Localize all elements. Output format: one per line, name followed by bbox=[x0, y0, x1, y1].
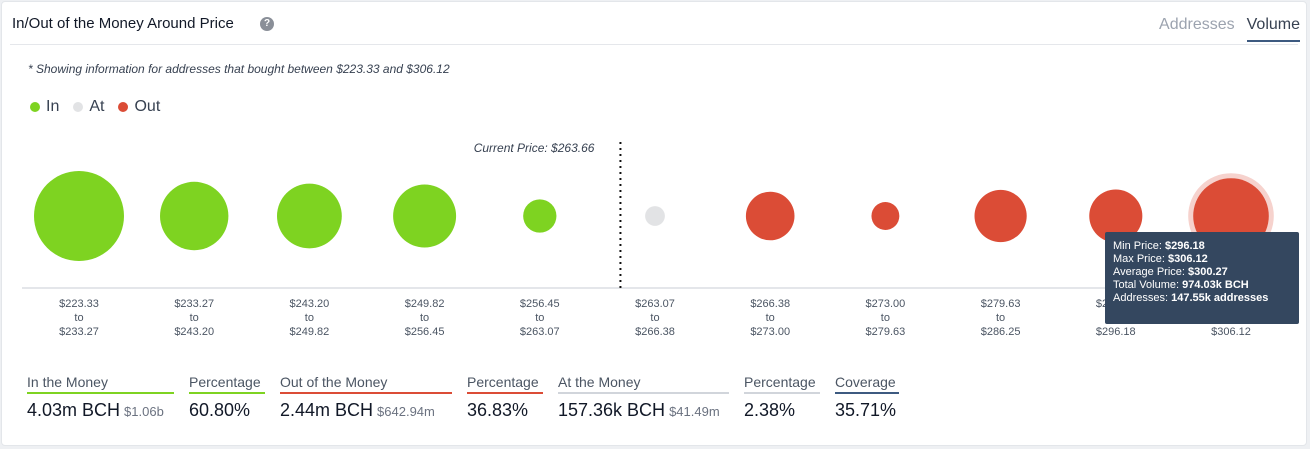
stat-out-of-the-money: Out of the Money 2.44m BCH $642.94m bbox=[280, 374, 452, 421]
tick-label: $273.00 bbox=[750, 326, 790, 338]
legend-dot-in bbox=[30, 102, 40, 112]
tick-label: $233.27 bbox=[174, 298, 214, 310]
bubble-10[interactable] bbox=[1089, 189, 1143, 243]
view-tabs: Addresses Volume bbox=[1159, 16, 1300, 42]
stat-label: Coverage bbox=[835, 374, 896, 390]
tooltip-line-max: Max Price: $306.12 bbox=[1113, 253, 1208, 265]
legend-label-in: In bbox=[46, 98, 60, 115]
tick-label: to bbox=[881, 312, 890, 324]
tick-label: $249.82 bbox=[405, 298, 445, 310]
tick-label: $243.20 bbox=[290, 298, 330, 310]
tick-label: to bbox=[650, 312, 659, 324]
bubble-3[interactable] bbox=[277, 183, 342, 249]
stat-out-percentage: Percentage 36.83% bbox=[467, 374, 543, 421]
stat-coverage: Coverage 35.71% bbox=[835, 374, 899, 421]
stat-underline bbox=[835, 392, 899, 394]
bubble-1[interactable] bbox=[34, 171, 124, 261]
stat-underline bbox=[467, 392, 543, 394]
bubble-4[interactable] bbox=[393, 184, 457, 248]
legend-item-in[interactable]: In bbox=[30, 98, 59, 116]
tick-label: to bbox=[535, 312, 544, 324]
stat-underline bbox=[27, 392, 174, 394]
header-divider bbox=[10, 44, 1298, 45]
tab-volume[interactable]: Volume bbox=[1246, 16, 1300, 42]
tick-label: $263.07 bbox=[520, 326, 560, 338]
stat-value: 60.80% bbox=[189, 400, 251, 420]
stat-label: Out of the Money bbox=[280, 374, 388, 390]
stat-value: 2.44m BCH $642.94m bbox=[280, 400, 435, 420]
current-price-label: Current Price: $263.66 bbox=[474, 141, 595, 155]
stat-value: 2.38% bbox=[744, 400, 796, 420]
legend-label-at: At bbox=[89, 98, 105, 115]
page-title: In/Out of the Money Around Price bbox=[12, 15, 234, 32]
tick-label: to bbox=[190, 312, 199, 324]
legend-item-at[interactable]: At bbox=[73, 98, 104, 116]
tick-label: $286.25 bbox=[981, 326, 1021, 338]
stat-underline bbox=[189, 392, 265, 394]
stat-value: 36.83% bbox=[467, 400, 529, 420]
tick-label: to bbox=[74, 312, 83, 324]
tick-label: $223.33 bbox=[59, 298, 99, 310]
tick-label: $263.07 bbox=[635, 298, 675, 310]
tick-label: to bbox=[996, 312, 1005, 324]
legend-dot-out bbox=[118, 102, 129, 112]
stat-underline bbox=[280, 392, 452, 394]
stat-in-percentage: Percentage 60.80% bbox=[189, 374, 265, 421]
tick-label: $306.12 bbox=[1211, 326, 1251, 338]
tick-label: $279.63 bbox=[981, 298, 1021, 310]
stat-value: 4.03m BCH $1.06b bbox=[27, 400, 164, 420]
stat-in-the-money: In the Money 4.03m BCH $1.06b bbox=[27, 374, 174, 421]
tooltip-line-min: Min Price: $296.18 bbox=[1113, 240, 1205, 252]
bubble-9[interactable] bbox=[974, 189, 1027, 243]
stat-label: Percentage bbox=[744, 374, 816, 390]
tooltip-line-avg: Average Price: $300.27 bbox=[1113, 266, 1228, 278]
tooltip-line-addresses: Addresses: 147.55k addresses bbox=[1113, 292, 1269, 304]
bubble-8[interactable] bbox=[871, 202, 900, 230]
tick-label: $233.27 bbox=[59, 326, 99, 338]
tick-label: to bbox=[305, 312, 314, 324]
tooltip-line-volume: Total Volume: 974.03k BCH bbox=[1113, 279, 1249, 291]
stat-label: Percentage bbox=[467, 374, 539, 390]
tick-label: $243.20 bbox=[174, 326, 214, 338]
help-icon[interactable]: ? bbox=[260, 17, 274, 31]
tooltip: Min Price: $296.18 Max Price: $306.12 Av… bbox=[1105, 232, 1299, 324]
stat-at-percentage: Percentage 2.38% bbox=[744, 374, 820, 421]
tick-label: to bbox=[420, 312, 429, 324]
tick-label: $256.45 bbox=[405, 326, 445, 338]
legend-label-out: Out bbox=[134, 98, 161, 115]
stat-underline bbox=[558, 392, 729, 394]
stat-label: Percentage bbox=[189, 374, 261, 390]
stat-label: At the Money bbox=[558, 374, 641, 390]
bubble-7[interactable] bbox=[745, 191, 795, 241]
bubble-6[interactable] bbox=[645, 206, 665, 226]
tick-label: $296.18 bbox=[1096, 326, 1136, 338]
tick-label: $256.45 bbox=[520, 298, 560, 310]
tick-label: to bbox=[766, 312, 775, 324]
stat-underline bbox=[744, 392, 820, 394]
tick-label: $273.00 bbox=[866, 298, 906, 310]
stat-at-the-money: At the Money 157.36k BCH $41.49m bbox=[558, 374, 729, 421]
tick-label: $266.38 bbox=[750, 298, 790, 310]
tick-label: $279.63 bbox=[866, 326, 906, 338]
tab-addresses[interactable]: Addresses bbox=[1159, 16, 1235, 33]
stat-label: In the Money bbox=[27, 374, 108, 390]
bubble-2[interactable] bbox=[160, 181, 229, 251]
legend: In At Out bbox=[30, 98, 160, 116]
stat-value: 35.71% bbox=[835, 400, 897, 420]
legend-dot-at bbox=[73, 102, 84, 112]
tick-label: $266.38 bbox=[635, 326, 675, 338]
legend-item-out[interactable]: Out bbox=[118, 98, 160, 116]
stat-value: 157.36k BCH $41.49m bbox=[558, 400, 720, 420]
tick-label: $249.82 bbox=[290, 326, 330, 338]
info-note: * Showing information for addresses that… bbox=[28, 62, 450, 76]
bubble-5[interactable] bbox=[523, 199, 557, 233]
